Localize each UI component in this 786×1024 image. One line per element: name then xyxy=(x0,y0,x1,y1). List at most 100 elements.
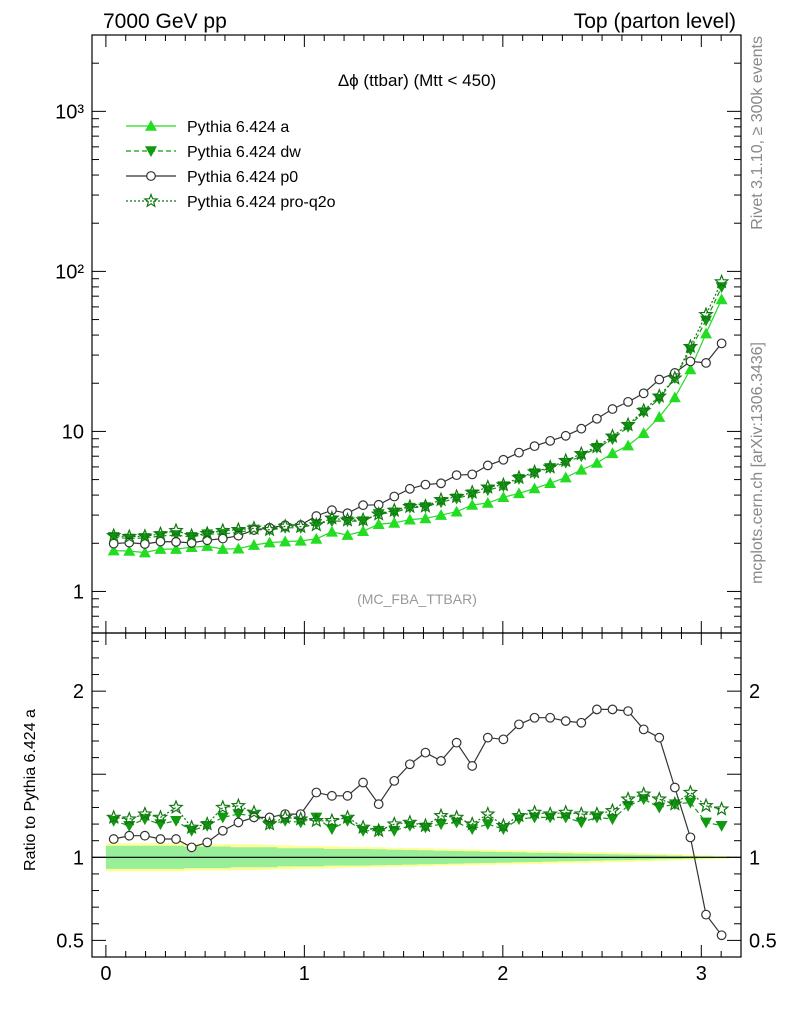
main-panel: Δϕ (ttbar) (Mtt < 450) (MC_FBA_TTBAR) Py… xyxy=(105,71,730,607)
main-line-dw xyxy=(113,286,723,540)
ratio-point-dw xyxy=(232,809,245,821)
main-point-pro_q2o xyxy=(137,528,153,543)
ratio-frame xyxy=(91,632,742,958)
main-point-a xyxy=(466,498,479,510)
ratio-point-p0 xyxy=(233,817,244,828)
ratio-point-pro_q2o xyxy=(480,805,496,821)
header-left: 7000 GeV pp xyxy=(103,10,227,33)
ratio-point-pro_q2o xyxy=(464,815,480,831)
main-point-a xyxy=(544,477,557,488)
main-point-p0 xyxy=(358,500,368,511)
main-point-pro_q2o xyxy=(604,428,621,443)
main-point-dw xyxy=(201,529,214,541)
main-point-a xyxy=(497,491,510,503)
main-point-a xyxy=(216,543,229,554)
main-point-dw xyxy=(107,532,120,543)
main-point-p0 xyxy=(560,430,571,441)
main-point-a xyxy=(403,513,416,525)
ratio-point-pro_q2o xyxy=(698,797,714,813)
ratio-point-p0 xyxy=(404,759,415,770)
ratio-point-pro_q2o xyxy=(293,810,309,826)
main-point-p0 xyxy=(607,404,618,414)
ratio-point-pro_q2o xyxy=(526,804,543,820)
legend-entry: Pythia 6.424 p0 xyxy=(126,169,298,186)
x-tick-label: 0 xyxy=(100,963,111,985)
ratio-panel: Ratio to Pythia 6.424 a xyxy=(22,704,741,941)
ratio-point-dw xyxy=(715,820,728,832)
legend-label: Pythia 6.424 a xyxy=(187,119,289,136)
ratio-point-pro_q2o xyxy=(651,791,668,806)
ratio-point-dw xyxy=(575,817,588,829)
ratio-point-p0 xyxy=(202,837,213,848)
ratio-point-p0 xyxy=(607,704,618,715)
main-point-a xyxy=(622,439,635,451)
ratio-point-pro_q2o xyxy=(448,809,465,825)
main-point-pro_q2o xyxy=(557,452,574,468)
main-point-pro_q2o xyxy=(511,469,527,485)
main-point-a xyxy=(263,536,276,548)
main-point-a xyxy=(201,540,214,551)
x-tick-label: 2 xyxy=(497,963,508,985)
main-point-p0 xyxy=(529,441,540,452)
ratio-point-dw xyxy=(310,812,323,824)
main-point-a xyxy=(700,327,713,339)
ratio-point-dw xyxy=(700,817,713,829)
ratio-point-p0 xyxy=(467,761,478,771)
ratio-point-p0 xyxy=(342,790,353,801)
main-point-pro_q2o xyxy=(589,438,605,454)
main-point-a xyxy=(154,543,167,554)
ratio-point-p0 xyxy=(716,930,727,941)
ratio-point-pro_q2o xyxy=(604,802,621,818)
ratio-point-p0 xyxy=(560,716,571,726)
analysis-annotation: (MC_FBA_TTBAR) xyxy=(357,591,477,607)
ratio-point-pro_q2o xyxy=(215,799,231,815)
main-point-p0 xyxy=(217,533,228,544)
main-point-a xyxy=(107,544,120,556)
legend-label: Pythia 6.424 dw xyxy=(187,144,301,161)
main-point-pro_q2o xyxy=(277,518,293,533)
main-point-a xyxy=(123,544,136,556)
legend-entry: Pythia 6.424 pro-q2o xyxy=(126,192,336,211)
legend-marker xyxy=(145,146,157,157)
y-tick-label: 1 xyxy=(73,581,84,603)
ratio-point-p0 xyxy=(701,909,711,920)
main-point-pro_q2o xyxy=(199,525,215,541)
ratio-point-p0 xyxy=(420,747,431,758)
main-point-pro_q2o xyxy=(152,525,169,541)
ratio-point-p0 xyxy=(139,830,150,841)
ratio-y-tick-label-right: 2 xyxy=(749,681,760,703)
ratio-point-p0 xyxy=(529,712,540,723)
main-point-dw xyxy=(590,443,603,454)
ratio-point-pro_q2o xyxy=(199,815,215,831)
ratio-point-pro_q2o xyxy=(620,791,636,806)
main-point-pro_q2o xyxy=(417,498,434,513)
main-point-dw xyxy=(512,474,525,485)
chart-title: Δϕ (ttbar) (Mtt < 450) xyxy=(338,71,496,90)
ratio-point-dw xyxy=(653,802,666,814)
ratio-point-dw xyxy=(481,819,494,831)
ratio-point-pro_q2o xyxy=(511,807,527,823)
ratio-y-tick-label: 1 xyxy=(73,847,84,869)
main-point-a xyxy=(575,463,588,475)
main-point-pro_q2o xyxy=(698,306,714,322)
header-right: Top (parton level) xyxy=(574,10,736,33)
main-point-pro_q2o xyxy=(121,528,138,544)
main-point-p0 xyxy=(514,447,524,458)
mcplots-label: mcplots.cern.ch [arXiv:1306.3436] xyxy=(749,342,766,584)
ratio-point-pro_q2o xyxy=(277,809,293,825)
legend-entry: Pythia 6.424 a xyxy=(126,119,289,136)
main-point-pro_q2o xyxy=(433,491,449,507)
main-point-p0 xyxy=(311,511,322,521)
x-tick-label: 1 xyxy=(299,963,310,985)
main-point-pro_q2o xyxy=(651,388,668,403)
ratio-point-p0 xyxy=(451,737,462,748)
main-point-p0 xyxy=(701,358,711,368)
main-point-a xyxy=(357,525,370,536)
main-point-p0 xyxy=(638,388,649,399)
ratio-point-pro_q2o xyxy=(682,784,699,800)
main-point-pro_q2o xyxy=(168,522,184,538)
main-point-a xyxy=(419,512,432,524)
main-point-p0 xyxy=(654,374,665,385)
main-point-a xyxy=(388,516,401,528)
ratio-point-pro_q2o xyxy=(589,805,605,821)
